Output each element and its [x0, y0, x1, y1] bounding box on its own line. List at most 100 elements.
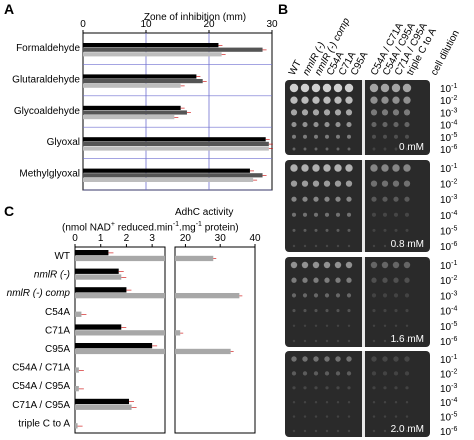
panel-letter-c: C [4, 203, 15, 219]
category-label: Glyoxal [47, 137, 80, 148]
colony-spot [312, 180, 320, 187]
category-label: C95A [45, 344, 70, 355]
colony-spot [292, 339, 296, 343]
dilution-label: 10-1 [440, 354, 457, 366]
dilution-label: 10-2 [440, 368, 457, 380]
colony-spot [303, 134, 307, 139]
colony-spot [381, 164, 389, 172]
colony-spot [290, 261, 298, 269]
colony-spot [345, 261, 353, 269]
chart-c-axis-label: (nmol NAD+ reduced.min-1.mg-1 protein) [62, 221, 239, 234]
colony-spot [383, 228, 387, 232]
colony-spot [336, 401, 340, 404]
bar [75, 268, 119, 274]
colony-spot [394, 339, 398, 343]
colony-spot [291, 356, 297, 362]
colony-spot [303, 228, 307, 232]
colony-spot [303, 386, 307, 390]
colony-spot [381, 261, 389, 269]
dilution-label: 10-2 [440, 275, 457, 287]
colony-spot [382, 196, 388, 202]
colony-spot [323, 180, 331, 187]
colony-spot [345, 109, 353, 116]
colony-spot [394, 228, 398, 232]
plot-frame-left [74, 246, 166, 434]
colony-spot [344, 83, 354, 93]
colony-spot [370, 96, 378, 104]
colony-spot [292, 147, 296, 151]
x-tick-label: 3 [149, 233, 155, 244]
concentration-label: 0 mM [399, 142, 424, 153]
colony-spot [325, 386, 329, 390]
bar [175, 255, 214, 262]
dilution-label: 10-5 [440, 412, 457, 424]
colony-spot [405, 324, 409, 327]
colony-spot [405, 429, 409, 433]
bar [83, 110, 187, 115]
colony-spot [346, 196, 352, 202]
colony-spot [314, 415, 318, 418]
colony-spot [372, 244, 376, 248]
colony-spot [405, 147, 409, 151]
plate-divider [362, 257, 365, 347]
plate: 2.0 mM [285, 351, 430, 437]
colony-spot [383, 386, 387, 390]
bar [75, 423, 78, 429]
colony-spot [302, 277, 308, 283]
colony-spot [292, 244, 296, 248]
colony-spot [336, 324, 340, 327]
dilution-label: 10-6 [440, 144, 457, 156]
colony-spot [392, 180, 400, 187]
category-label: WT [54, 251, 70, 262]
colony-spot [291, 371, 297, 376]
colony-spot [371, 196, 377, 202]
colony-spot [290, 180, 298, 187]
colony-spot [314, 147, 318, 151]
category-label: C71A [45, 325, 70, 336]
colony-spot [336, 228, 340, 232]
colony-spot [404, 293, 410, 298]
colony-spot [371, 356, 377, 362]
colony-spot [393, 196, 399, 202]
chart-c: 0 1 2 3 20 30 40 WT nmlR (-) nmlR (-) comp C54A C71… [7, 233, 261, 434]
bar [75, 250, 109, 256]
colony-spot [334, 164, 342, 172]
colony-spot [372, 386, 376, 390]
colony-spot [346, 356, 352, 362]
colony-spot [334, 109, 342, 116]
dilution-label: 10-5 [440, 225, 457, 237]
bar [75, 386, 79, 392]
colony-spot [370, 109, 378, 116]
x-tick-label: 0 [80, 19, 86, 30]
concentration-label: 0.8 mM [391, 239, 424, 250]
colony-spot [324, 293, 330, 298]
colony-spot [347, 324, 351, 327]
dilution-label: 10-5 [440, 132, 457, 144]
bar [75, 367, 79, 373]
colony-spot [324, 122, 330, 128]
colony-spot [371, 212, 377, 217]
x-tick-label: 40 [249, 233, 261, 244]
dilution-label: 10-2 [440, 95, 457, 107]
colony-spot [392, 261, 400, 269]
dilution-label: 10-1 [440, 83, 457, 95]
bar [75, 293, 165, 299]
colony-spot [372, 339, 376, 343]
colony-spot [382, 371, 388, 376]
colony-spot [313, 356, 319, 362]
colony-spot [382, 122, 388, 128]
colony-spot [345, 164, 353, 172]
bar [83, 168, 250, 173]
colony-spot [405, 386, 409, 390]
colony-spot [370, 164, 378, 172]
colony-spot [347, 339, 351, 343]
colony-spot [345, 96, 353, 104]
bar [75, 255, 165, 262]
colony-spot [393, 277, 399, 283]
dilution-label: 10-5 [440, 321, 457, 333]
bar [75, 287, 127, 293]
colony-spot [372, 309, 376, 313]
bar [83, 83, 181, 88]
dilution-label: 10-1 [440, 260, 457, 272]
colony-spot [394, 401, 398, 404]
